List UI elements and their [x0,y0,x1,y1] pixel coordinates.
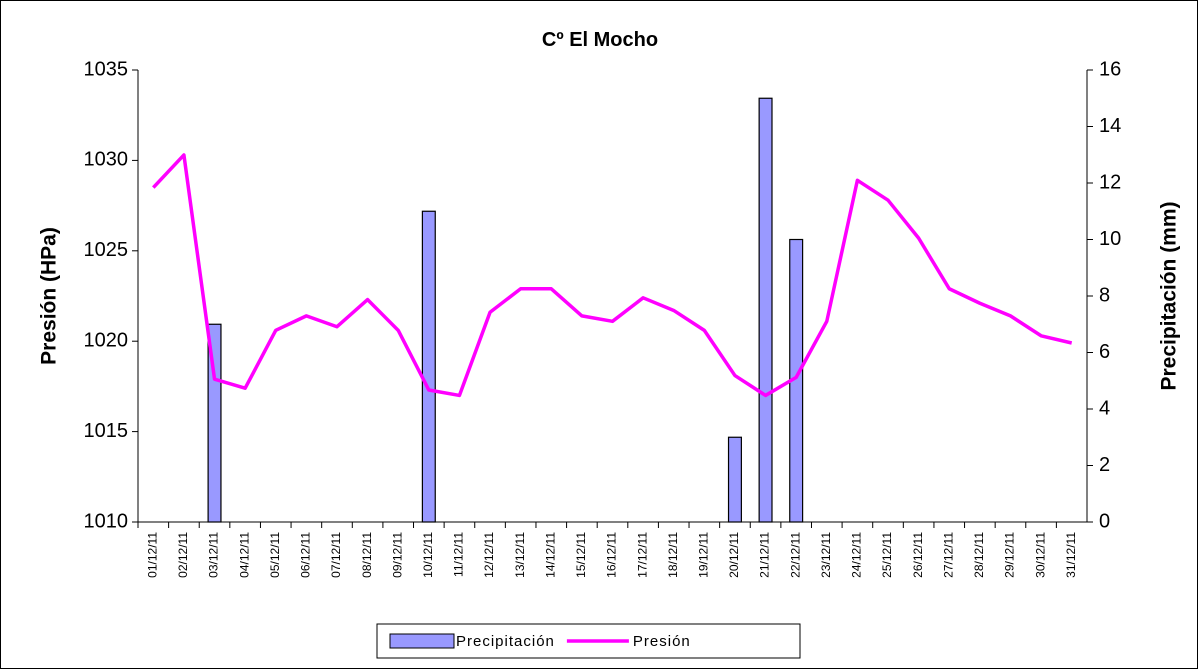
legend-label: Precipitación [456,633,555,650]
x-tick-label: 06/12/11 [299,532,313,578]
x-tick-label: 31/12/11 [1064,532,1078,578]
x-tick-label: 19/12/11 [697,532,711,578]
y2-tick-label: 6 [1099,341,1110,363]
x-tick-label: 05/12/11 [268,532,282,578]
legend-label: Presión [633,633,691,650]
x-tick-label: 27/12/11 [941,532,955,578]
legend-swatch [389,633,455,649]
x-tick-label: 29/12/11 [1003,532,1017,578]
line [152,153,1073,398]
x-tick-label: 26/12/11 [911,532,925,578]
x-tick-label: 13/12/11 [513,532,527,578]
x-tick-label: 22/12/11 [788,532,802,578]
x-tick-label: 03/12/11 [207,532,221,578]
y-tick-label: 1010 [84,510,129,532]
y-tick-label: 1030 [84,149,129,171]
x-tick-label: 09/12/11 [390,532,404,578]
bar [758,97,773,523]
y2-tick-label: 14 [1099,115,1121,137]
chart-title: Cº El Mocho [542,29,658,51]
y2-tick-label: 0 [1099,510,1110,532]
x-tick-label: 02/12/11 [176,532,190,578]
x-tick-label: 04/12/11 [237,532,251,578]
y-tick-label: 1020 [84,329,129,351]
y2-tick-label: 2 [1099,454,1110,476]
y2-tick-label: 8 [1099,284,1110,306]
y-tick-label: 1035 [84,58,129,80]
y-tick-label: 1015 [84,420,129,442]
x-tick-label: 01/12/11 [145,532,159,578]
x-tick-label: 11/12/11 [452,532,466,577]
y2-tick-label: 10 [1099,228,1121,250]
x-tick-label: 07/12/11 [329,532,343,578]
x-tick-label: 08/12/11 [360,532,374,578]
x-tick-label: 25/12/11 [880,532,894,578]
y2-tick-label: 12 [1099,171,1121,193]
bar [727,436,742,523]
x-tick-label: 10/12/11 [421,532,435,578]
x-tick-label: 21/12/11 [758,532,772,578]
y2-tick-label: 16 [1099,58,1121,80]
x-tick-label: 30/12/11 [1033,532,1047,578]
x-tick-label: 23/12/11 [819,532,833,578]
x-tick-label: 14/12/11 [543,532,557,578]
y2-axis-label: Precipitación (mm) [1158,201,1181,390]
y2-tick-label: 4 [1099,397,1110,419]
x-tick-label: 12/12/11 [482,532,496,578]
x-tick-label: 15/12/11 [574,532,588,578]
x-tick-label: 16/12/11 [605,532,619,578]
bar [421,210,436,523]
x-tick-label: 24/12/11 [850,532,864,578]
y-tick-label: 1025 [84,239,129,261]
x-tick-label: 17/12/11 [635,532,649,578]
y-axis-label: Presión (HPa) [38,227,61,365]
x-tick-label: 20/12/11 [727,532,741,578]
x-tick-label: 28/12/11 [972,532,986,578]
x-tick-label: 18/12/11 [666,532,680,578]
